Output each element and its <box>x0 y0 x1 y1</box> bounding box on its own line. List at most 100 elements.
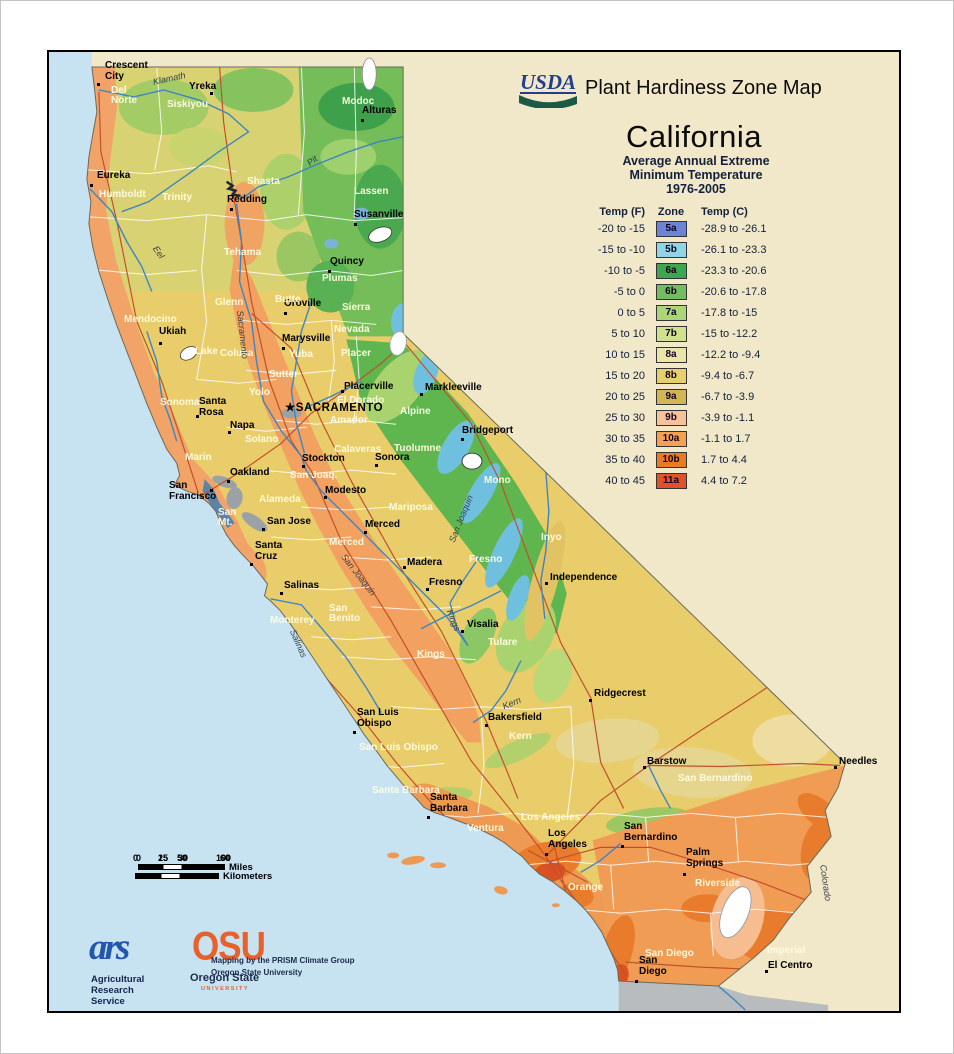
ars-logo-icon: ars <box>89 927 130 968</box>
county-label-riverside: Riverside <box>695 878 741 889</box>
city-label-santa-cruz: Santa Cruz <box>255 540 283 562</box>
kilometers-bar <box>135 873 219 879</box>
city-label-stockton: Stockton <box>302 453 345 464</box>
legend-col-tempc: Temp (C) <box>701 206 748 218</box>
km-tick-50: 50 <box>177 853 188 863</box>
legend-row-8b: 15 to 20 8b -9.4 to -6.7 <box>571 365 821 386</box>
legend-zone-swatch-5b: 5b <box>655 241 687 258</box>
city-dot-santa-rosa <box>196 415 199 418</box>
city-dot-los-angeles <box>545 853 548 856</box>
county-label-glenn: Glenn <box>215 297 244 308</box>
legend-tempf: 35 to 40 <box>605 453 645 466</box>
city-dot-marysville <box>282 347 285 350</box>
county-label-amador: Amador <box>330 415 368 426</box>
city-label-redding: Redding <box>227 194 267 205</box>
city-dot-santa-barbara <box>427 816 430 819</box>
mexico-strip <box>618 981 829 1011</box>
city-label-ukiah: Ukiah <box>159 326 187 337</box>
legend-zone-swatch-6b: 6b <box>655 283 687 300</box>
state-border <box>86 66 846 987</box>
km-tick-100: 100 <box>216 853 232 863</box>
goose-lake <box>361 57 377 91</box>
title-block: USDA Plant Hardiness Zone Map California <box>519 72 869 155</box>
usda-swoosh-icon <box>519 95 577 110</box>
miles-label: Miles <box>229 862 253 873</box>
county-label-merced: Merced <box>329 537 365 548</box>
legend-tempc: 4.4 to 7.2 <box>701 474 747 487</box>
outside-land-nevada-arizona-oregon <box>91 52 899 1011</box>
city-dot-independence <box>545 582 548 585</box>
legend-heading-1: Average Annual Extreme <box>622 154 770 168</box>
legend-tempc: -1.1 to 1.7 <box>701 432 751 445</box>
city-label-visalia: Visalia <box>467 619 499 630</box>
county-label-los-angeles: Los Angeles <box>521 812 581 823</box>
river-label-kings: Kings <box>444 608 463 633</box>
county-label-orange: Orange <box>568 882 604 893</box>
city-dot-oroville <box>284 312 287 315</box>
city-dot-redding <box>230 208 233 211</box>
county-label-siskiyou: Siskiyou <box>167 99 209 110</box>
legend-row-7a: 0 to 5 7a -17.8 to -15 <box>571 302 821 323</box>
city-dot-san-diego <box>635 980 638 983</box>
city-dot-yreka <box>210 92 213 95</box>
legend-zone-swatch-5a: 5a <box>655 220 687 237</box>
mono-lake <box>461 452 483 470</box>
city-dot-oakland <box>227 480 230 483</box>
city-dot-stockton <box>302 465 305 468</box>
miles-tick-30: 30 <box>178 853 189 863</box>
legend-tempf: -15 to -10 <box>597 243 645 256</box>
miles-tick-60: 60 <box>220 853 231 863</box>
legend-tempc: -12.2 to -9.4 <box>701 348 761 361</box>
county-label-mono: Mono <box>484 475 511 486</box>
city-label-madera: Madera <box>407 557 443 568</box>
county-label-tehama: Tehama <box>224 247 262 258</box>
legend-row-7b: 5 to 10 7b -15 to -12.2 <box>571 323 821 344</box>
legend-col-zone: Zone <box>657 206 685 218</box>
county-label-yolo: Yolo <box>249 387 270 398</box>
legend-tempf: 10 to 15 <box>605 348 645 361</box>
city-label-susanville: Susanville <box>354 209 404 220</box>
city-dot-fresno <box>426 588 429 591</box>
county-label-colusa: Colusa <box>220 348 254 359</box>
km-tick-25: 25 <box>158 853 169 863</box>
legend-row-10b: 35 to 40 10b 1.7 to 4.4 <box>571 449 821 470</box>
legend-tempc: -15 to -12.2 <box>701 327 758 340</box>
city-label-san-luis-obispo: San Luis Obispo <box>357 707 399 729</box>
km-tick-0: 0 <box>133 853 139 863</box>
city-label-quincy: Quincy <box>330 256 364 267</box>
county-label-trinity: Trinity <box>162 192 193 203</box>
legend-tempc: -6.7 to -3.9 <box>701 390 755 403</box>
legend-zone-swatch-8a: 8a <box>655 346 687 363</box>
county-label-inyo: Inyo <box>541 532 562 543</box>
city-dot-eureka <box>90 184 93 187</box>
river-label-salinas: Salinas <box>287 628 310 660</box>
city-dot-ridgecrest <box>589 699 592 702</box>
legend-row-11a: 40 to 45 11a 4.4 to 7.2 <box>571 470 821 491</box>
city-label-markleeville: Markleeville <box>425 382 482 393</box>
california-terrain-art <box>49 52 899 1011</box>
county-label-san-mt: San Mt. <box>218 507 237 528</box>
channel-islands <box>387 852 560 908</box>
city-dot-napa <box>228 431 231 434</box>
city-dot-crescent-city <box>97 83 100 86</box>
legend-tempf: 40 to 45 <box>605 474 645 487</box>
county-label-monterey: Monterey <box>270 615 315 626</box>
county-label-tuolumne: Tuolumne <box>394 443 442 454</box>
city-label-los-angeles: Los Angeles <box>548 828 587 850</box>
city-dot-placerville <box>341 390 344 393</box>
legend-row-9b: 25 to 30 9b -3.9 to -1.1 <box>571 407 821 428</box>
legend: Average Annual Extreme Minimum Temperatu… <box>571 154 821 491</box>
county-label-fresno: Fresno <box>469 554 503 565</box>
city-label-modesto: Modesto <box>325 485 367 496</box>
legend-column-headers: Temp (F) Zone Temp (C) <box>571 206 821 218</box>
legend-zone-swatch-10a: 10a <box>655 430 687 447</box>
city-dot-ukiah <box>159 342 162 345</box>
legend-tempc: 1.7 to 4.4 <box>701 453 747 466</box>
legend-zone-swatch-8b: 8b <box>655 367 687 384</box>
usda-wordmark: USDA <box>519 70 577 94</box>
city-dot-alturas <box>361 119 364 122</box>
legend-tempc: -28.9 to -26.1 <box>701 222 767 235</box>
city-dot-santa-cruz <box>250 563 253 566</box>
miles-bar <box>138 864 225 870</box>
honey-lake <box>368 226 393 243</box>
